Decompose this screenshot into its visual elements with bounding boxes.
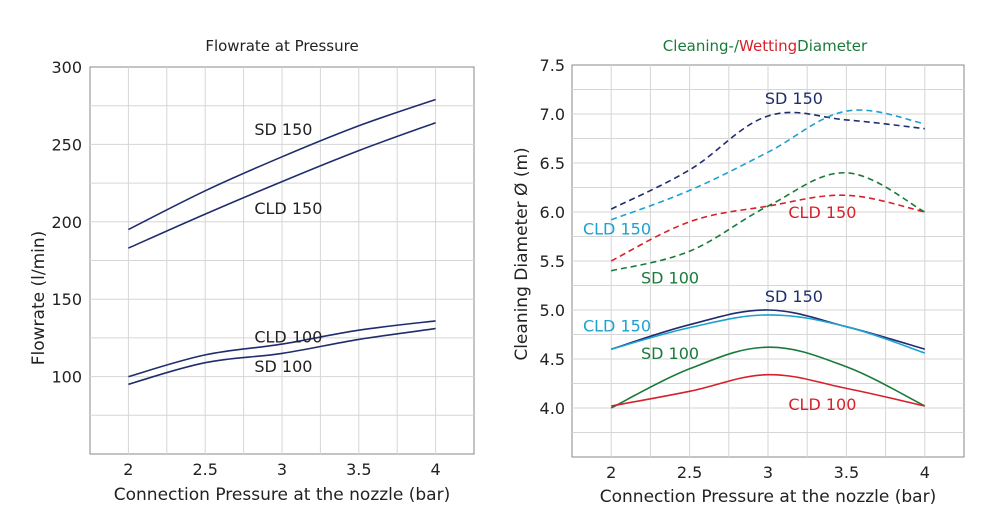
title-part-cleaning: Cleaning-/ <box>663 37 740 55</box>
flowrate-y-tick-label: 250 <box>51 135 82 154</box>
flowrate-chart: Flowrate at Pressure 2 2.5 3 3.5 4 300 250 200 1… <box>29 37 475 505</box>
flowrate-series-line <box>128 327 436 386</box>
flowrate-series-line <box>128 121 436 249</box>
cleaning-diameter-series-label: CLD 150 <box>583 220 651 239</box>
cleaning-diameter-y-tick-label: 7.0 <box>540 105 565 124</box>
flowrate-series-line <box>128 320 436 378</box>
cleaning-diameter-series-line <box>610 194 925 262</box>
flowrate-x-tick-label: 4 <box>431 460 441 479</box>
cleaning-diameter-y-tick-label: 5.5 <box>540 252 565 271</box>
cleaning-diameter-x-tick-label: 4 <box>920 463 930 482</box>
flowrate-x-tick-label: 2 <box>123 460 133 479</box>
flowrate-y-tick-label: 300 <box>51 58 82 77</box>
cleaning-diameter-y-tick-label: 5.0 <box>540 301 565 320</box>
flowrate-x-tick-label: 3 <box>277 460 287 479</box>
flowrate-series-label: CLD 100 <box>254 328 322 347</box>
flowrate-y-tick-label: 100 <box>51 368 82 387</box>
title-part-diameter: Diameter <box>797 37 868 55</box>
flowrate-series-line <box>128 98 436 231</box>
cleaning-diameter-x-tick-label: 3.5 <box>834 463 859 482</box>
cleaning-diameter-series-label: SD 150 <box>765 89 823 108</box>
cleaning-diameter-series-line <box>611 171 926 272</box>
cleaning-diameter-y-tick-label: 6.0 <box>540 203 565 222</box>
cleaning-diameter-series-label: CLD 150 <box>583 317 651 336</box>
cleaning-diameter-x-tick-label: 2 <box>606 463 616 482</box>
flowrate-x-tick-label: 2.5 <box>192 460 217 479</box>
flowrate-x-tick-label: 3.5 <box>346 460 371 479</box>
cleaning-diameter-series-line <box>611 373 925 407</box>
cleaning-diameter-x-tick-label: 3 <box>763 463 773 482</box>
cleaning-diameter-series-line <box>610 346 926 409</box>
flowrate-chart-title: Flowrate at Pressure <box>205 37 358 55</box>
flowrate-y-tick-label: 200 <box>51 213 82 232</box>
cleaning-diameter-y-tick-label: 6.5 <box>540 154 565 173</box>
flowrate-y-axis-label: Flowrate (l/min) <box>29 231 49 366</box>
cleaning-diameter-series-label: CLD 100 <box>788 395 856 414</box>
cleaning-diameter-chart: Cleaning-/WettingDiameter 2 2.5 3 3.5 4 7.5 7.… <box>512 37 965 507</box>
cleaning-diameter-x-tick-label: 2.5 <box>677 463 702 482</box>
cleaning-diameter-x-axis-label: Connection Pressure at the nozzle (bar) <box>600 487 936 507</box>
flowrate-series-label: SD 150 <box>254 120 312 139</box>
cleaning-diameter-series-line <box>610 111 925 210</box>
flowrate-y-tick-label: 150 <box>51 290 82 309</box>
cleaning-diameter-chart-title: Cleaning-/WettingDiameter <box>663 37 868 55</box>
cleaning-diameter-y-tick-label: 4.0 <box>540 399 565 418</box>
cleaning-diameter-y-axis-label: Cleaning Diameter Ø (m) <box>512 147 532 360</box>
cleaning-diameter-y-tick-label: 7.5 <box>540 56 565 75</box>
title-part-wetting: Wetting <box>739 37 797 55</box>
cleaning-diameter-series-line <box>610 109 925 221</box>
cleaning-diameter-series-label: CLD 150 <box>788 203 856 222</box>
cleaning-diameter-series-label: SD 100 <box>641 269 699 288</box>
flowrate-series-label: CLD 150 <box>254 199 322 218</box>
cleaning-diameter-y-tick-label: 4.5 <box>540 350 565 369</box>
cleaning-diameter-series-label: SD 150 <box>765 287 823 306</box>
cleaning-diameter-series-line <box>610 314 926 354</box>
flowrate-series-label: SD 100 <box>254 357 312 376</box>
flowrate-x-axis-label: Connection Pressure at the nozzle (bar) <box>114 485 450 505</box>
cleaning-diameter-series-label: SD 100 <box>641 344 699 363</box>
